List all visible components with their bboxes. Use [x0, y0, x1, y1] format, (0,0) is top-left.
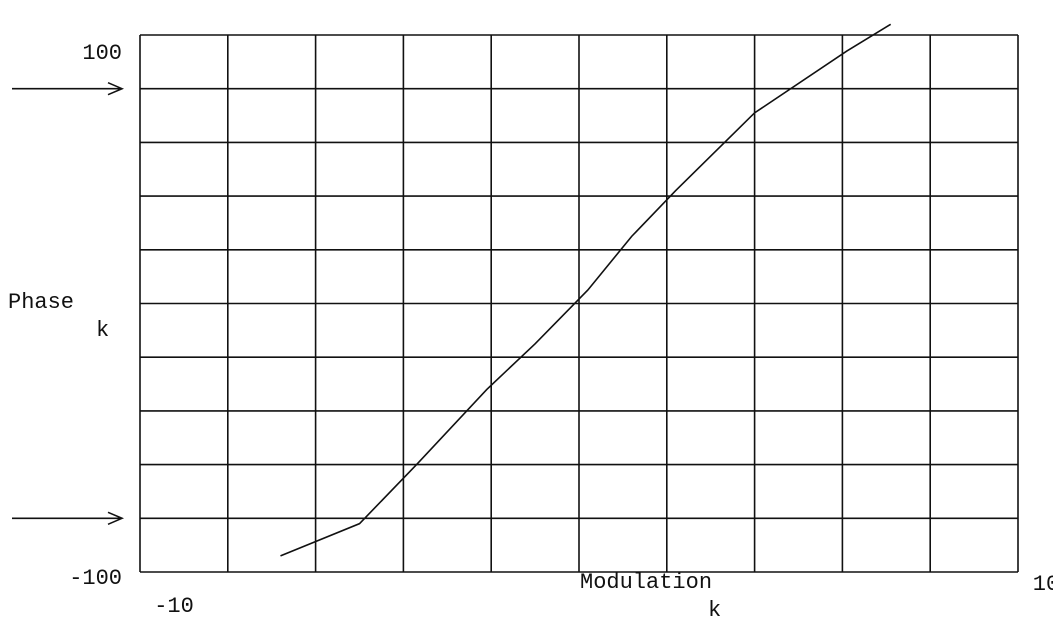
y-tick-label: 100 — [82, 41, 122, 66]
y-axis-label: Phase — [8, 290, 74, 315]
arrow — [12, 81, 125, 96]
y-axis-label-subscript: k — [96, 318, 109, 343]
x-axis-label-subscript: k — [708, 598, 721, 623]
arrow — [12, 511, 125, 526]
x-axis-label: Modulation — [580, 570, 712, 595]
x-tick-label: -10 — [154, 594, 194, 619]
line — [280, 23, 892, 557]
x-tick-label: 10 — [1033, 572, 1053, 597]
y-tick-label: -100 — [69, 566, 122, 591]
